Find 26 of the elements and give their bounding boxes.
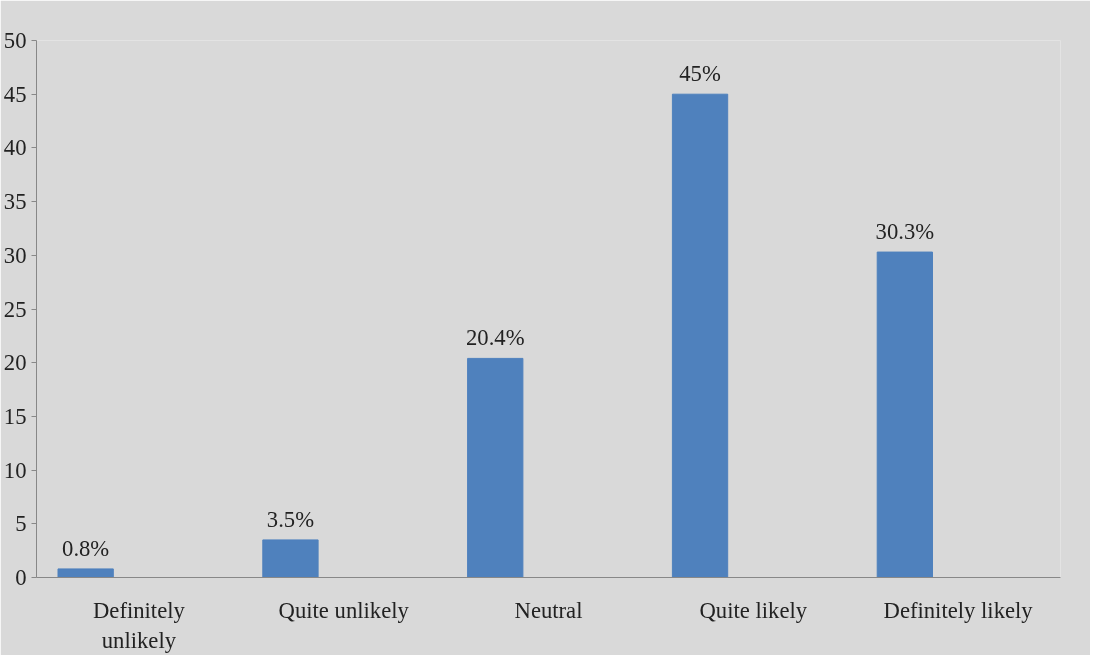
y-tick-label: 30 [3, 242, 27, 268]
bar [57, 568, 114, 578]
y-tick-label: 20 [3, 350, 27, 376]
data-label: 30.3% [875, 219, 935, 245]
y-tick-label: 50 [3, 28, 27, 53]
data-label: 45% [679, 61, 721, 87]
bar [467, 357, 524, 578]
y-tick-label: 40 [3, 135, 27, 161]
y-tick-label: 5 [15, 511, 27, 537]
bar [262, 539, 319, 578]
x-tick-label: Definitely likely [883, 597, 1034, 623]
x-tick-label: Quite likely [699, 597, 808, 623]
x-tick-label: Neutral [514, 597, 583, 623]
y-tick-label: 45 [3, 81, 27, 107]
y-tick-label: 10 [3, 457, 27, 483]
data-label: 0.8% [62, 535, 110, 561]
x-tick-label: Definitely unlikely [92, 597, 186, 653]
x-tick-label: Quite unlikely [278, 597, 410, 623]
y-tick-label: 25 [3, 296, 27, 322]
data-label: 3.5% [266, 506, 315, 532]
bar [671, 93, 729, 578]
y-tick-label: 15 [3, 403, 27, 429]
y-tick-label: 0 [15, 565, 27, 590]
y-tick-label: 35 [3, 189, 27, 215]
bar [876, 251, 933, 578]
data-label: 20.4% [465, 325, 525, 351]
